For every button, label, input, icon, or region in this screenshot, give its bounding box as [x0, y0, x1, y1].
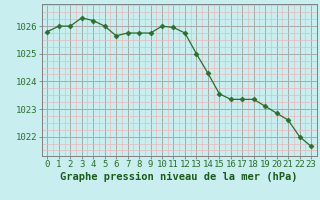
X-axis label: Graphe pression niveau de la mer (hPa): Graphe pression niveau de la mer (hPa) — [60, 172, 298, 182]
